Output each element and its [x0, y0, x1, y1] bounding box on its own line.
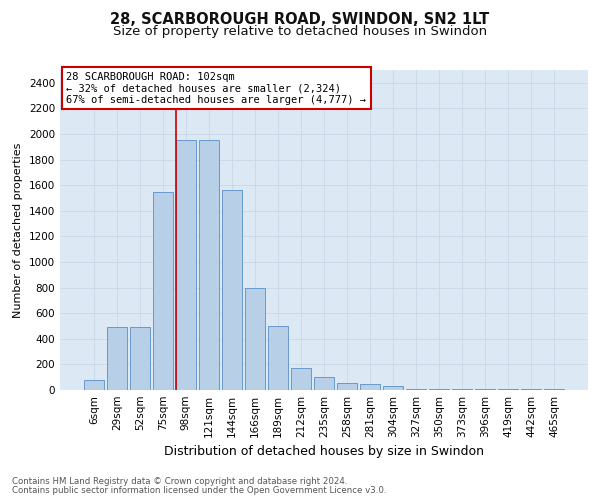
- Text: Contains HM Land Registry data © Crown copyright and database right 2024.: Contains HM Land Registry data © Crown c…: [12, 477, 347, 486]
- Bar: [222, 190, 242, 390]
- Bar: [291, 368, 311, 390]
- Bar: [268, 326, 288, 390]
- Bar: [406, 388, 426, 390]
- Bar: [176, 140, 196, 390]
- Text: Contains public sector information licensed under the Open Government Licence v3: Contains public sector information licen…: [12, 486, 386, 495]
- Bar: [314, 376, 334, 390]
- Bar: [107, 328, 127, 390]
- Bar: [199, 140, 218, 390]
- Text: Size of property relative to detached houses in Swindon: Size of property relative to detached ho…: [113, 25, 487, 38]
- X-axis label: Distribution of detached houses by size in Swindon: Distribution of detached houses by size …: [164, 446, 484, 458]
- Bar: [130, 328, 149, 390]
- Text: 28, SCARBOROUGH ROAD, SWINDON, SN2 1LT: 28, SCARBOROUGH ROAD, SWINDON, SN2 1LT: [110, 12, 490, 28]
- Bar: [245, 288, 265, 390]
- Bar: [383, 386, 403, 390]
- Bar: [84, 380, 104, 390]
- Y-axis label: Number of detached properties: Number of detached properties: [13, 142, 23, 318]
- Text: 28 SCARBOROUGH ROAD: 102sqm
← 32% of detached houses are smaller (2,324)
67% of : 28 SCARBOROUGH ROAD: 102sqm ← 32% of det…: [67, 72, 367, 105]
- Bar: [337, 383, 357, 390]
- Bar: [153, 192, 173, 390]
- Bar: [360, 384, 380, 390]
- Bar: [430, 388, 449, 390]
